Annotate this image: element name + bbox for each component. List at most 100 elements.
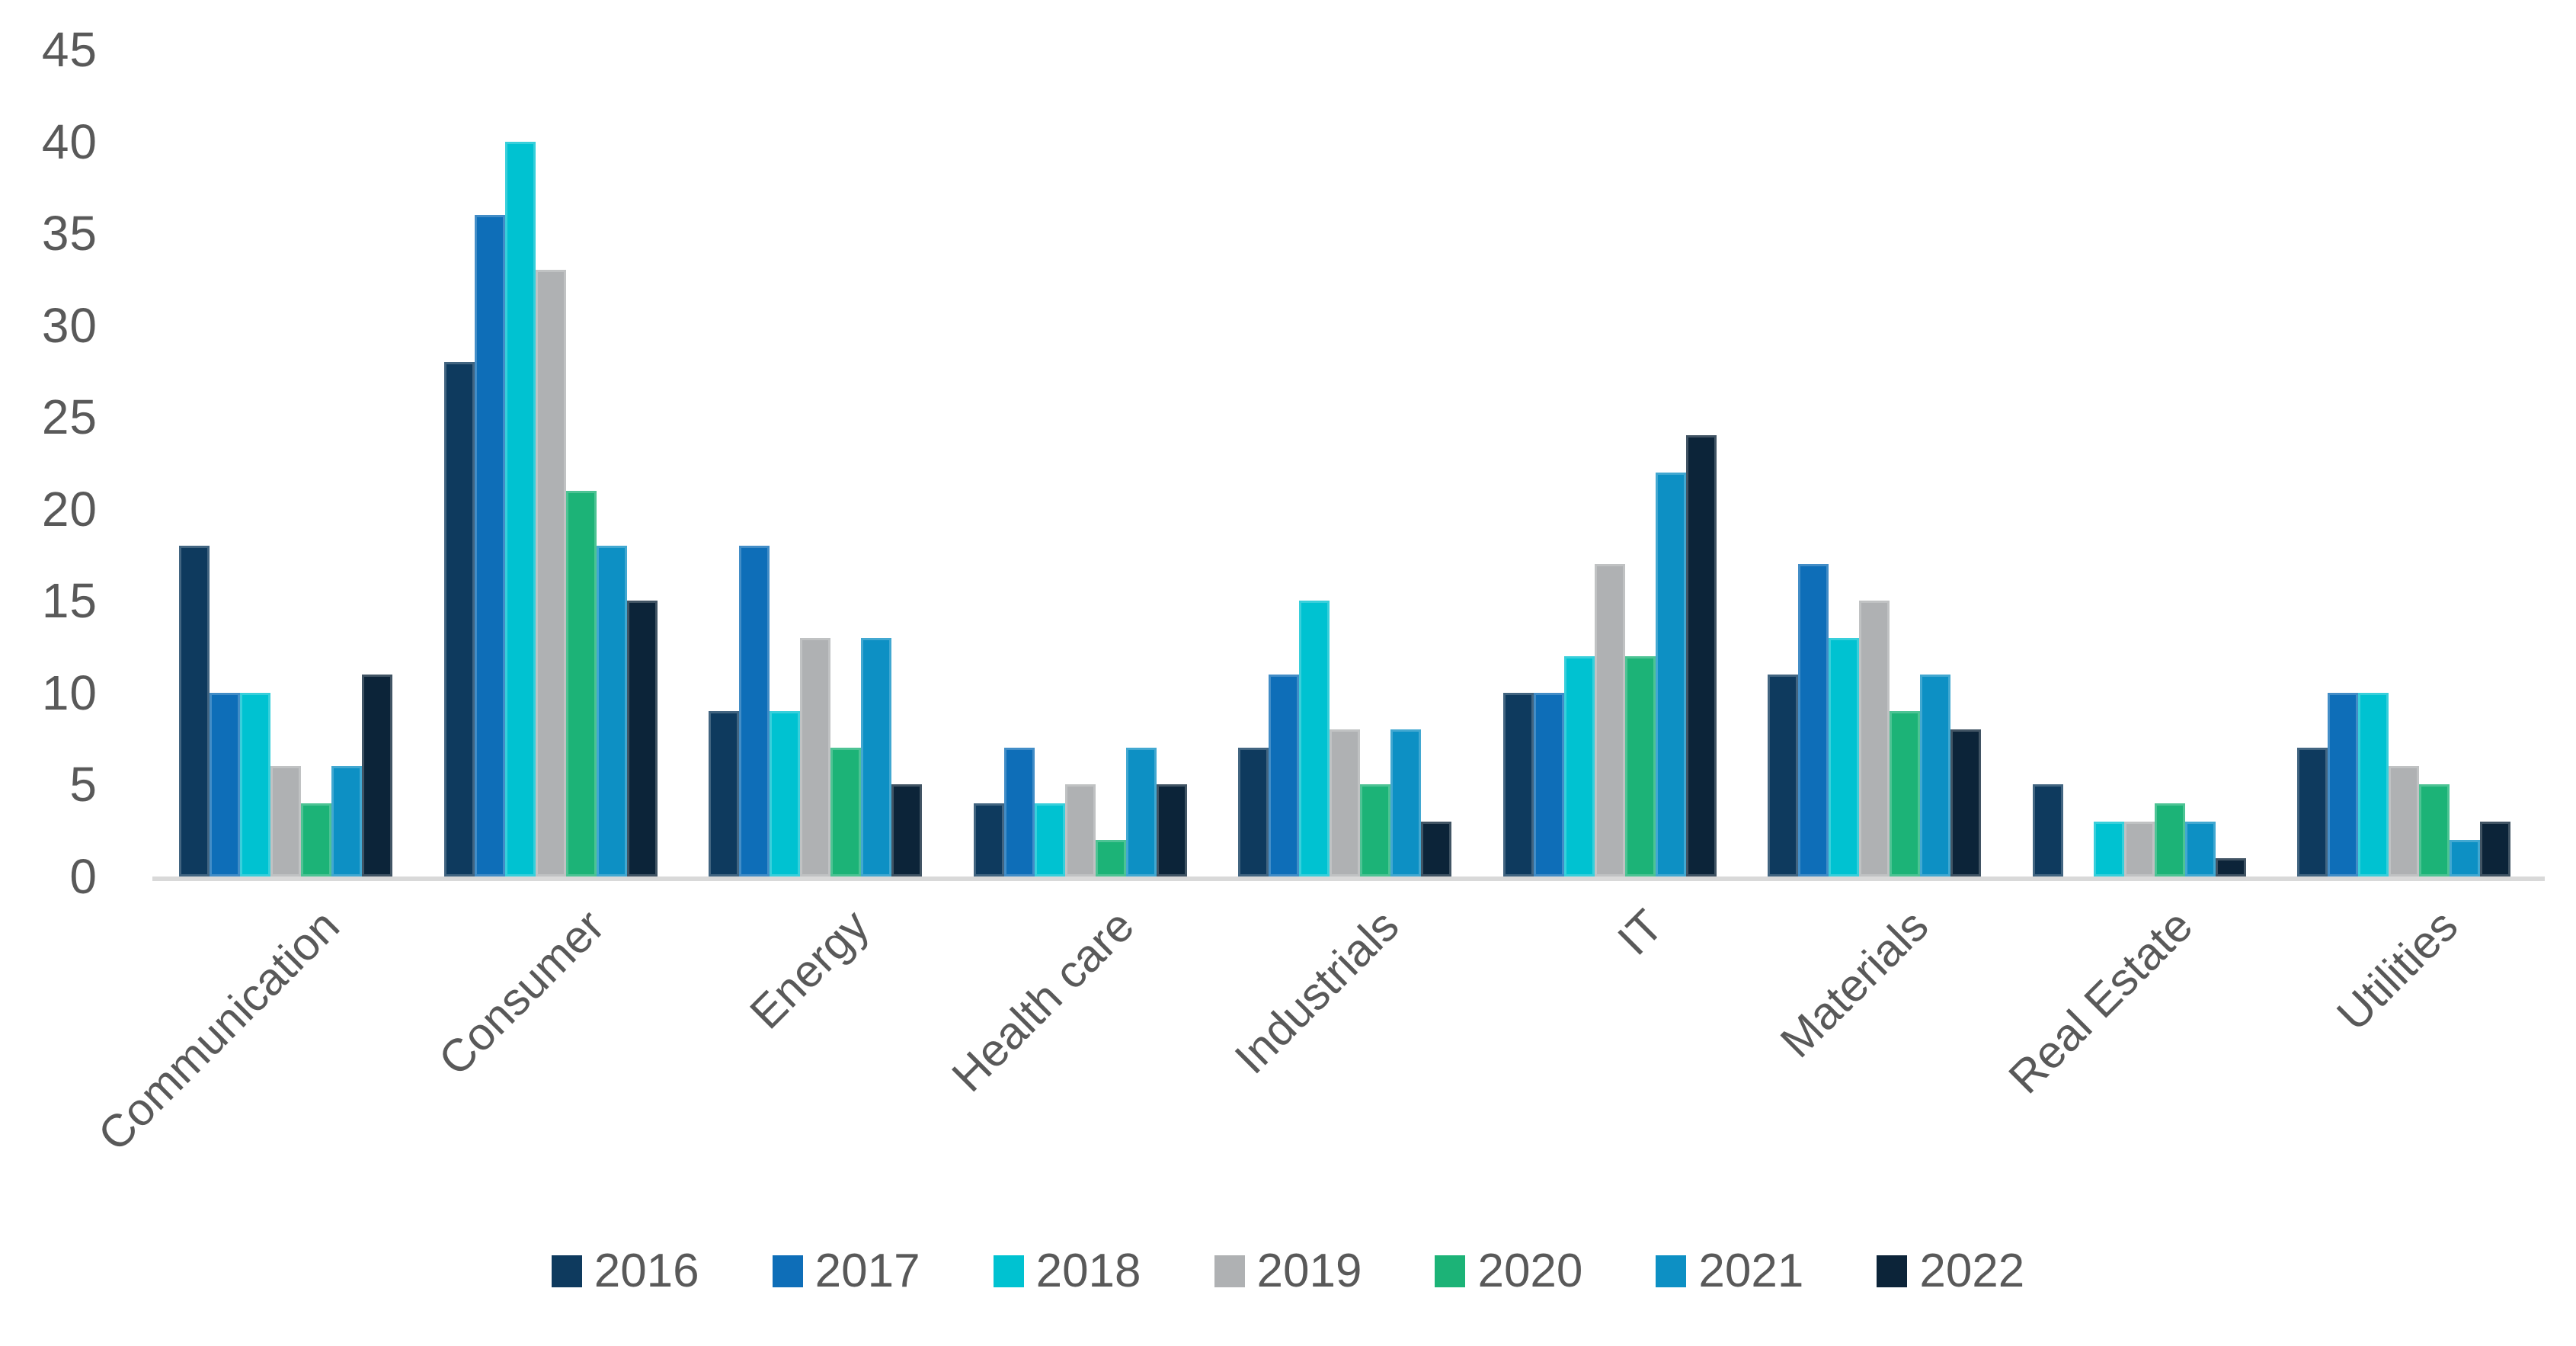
bar-2016 xyxy=(709,711,739,877)
bar-group-materials xyxy=(1768,50,1981,877)
bar-2018 xyxy=(504,142,536,877)
bar-2021 xyxy=(2450,840,2480,877)
legend-item-2016: 2016 xyxy=(551,1244,699,1298)
bar-2017 xyxy=(474,215,505,877)
bar-2017 xyxy=(210,693,240,877)
bar-2021 xyxy=(1390,729,1421,877)
bar-2018 xyxy=(770,711,800,877)
bar-2018 xyxy=(2093,822,2124,877)
bar-2017 xyxy=(2328,693,2358,877)
bar-2018 xyxy=(1299,601,1330,877)
bar-2021 xyxy=(331,766,362,877)
bar-2022 xyxy=(1421,822,1451,877)
bar-2019 xyxy=(1594,564,1625,877)
bar-2018 xyxy=(1563,656,1595,877)
y-tick-label: 10 xyxy=(41,665,98,720)
bar-2016 xyxy=(2032,784,2063,877)
bar-2019 xyxy=(270,766,301,877)
bar-2019 xyxy=(2389,766,2419,877)
bar-2020 xyxy=(301,803,331,877)
bar-group-real-estate xyxy=(2032,50,2246,877)
bar-2022 xyxy=(1685,435,1717,877)
x-axis-line xyxy=(152,877,2545,881)
bar-2016 xyxy=(1768,675,1798,877)
bar-2017 xyxy=(1003,748,1035,877)
bar-2019 xyxy=(2123,822,2155,877)
bar-2020 xyxy=(830,748,861,877)
bar-group-energy xyxy=(709,50,922,877)
bar-2019 xyxy=(1064,784,1096,877)
bar-2019 xyxy=(1330,729,1360,877)
y-tick-label: 15 xyxy=(41,573,98,629)
bar-group-industrials xyxy=(1238,50,1451,877)
bar-2022 xyxy=(891,784,922,877)
bar-2019 xyxy=(535,270,566,877)
legend-swatch-2019 xyxy=(1214,1255,1245,1287)
legend-item-2019: 2019 xyxy=(1214,1244,1362,1298)
bar-2020 xyxy=(1360,784,1390,877)
bar-2017 xyxy=(1533,693,1564,877)
bar-2020 xyxy=(1095,840,1126,877)
bar-group-it xyxy=(1502,50,1717,877)
bar-2016 xyxy=(2297,748,2328,877)
legend-swatch-2020 xyxy=(1435,1255,1466,1287)
legend-item-2022: 2022 xyxy=(1877,1244,2024,1298)
bar-2016 xyxy=(179,546,210,877)
legend-item-2021: 2021 xyxy=(1656,1244,1803,1298)
x-axis-label-it: IT xyxy=(1608,899,1673,965)
bar-2016 xyxy=(443,362,475,877)
legend-swatch-2018 xyxy=(993,1255,1024,1287)
bar-2016 xyxy=(973,803,1004,877)
y-tick-label: 25 xyxy=(41,389,98,445)
bar-2022 xyxy=(2480,822,2510,877)
bar-2020 xyxy=(1624,656,1656,877)
y-tick-label: 20 xyxy=(41,481,98,537)
legend-label-2018: 2018 xyxy=(1035,1245,1141,1297)
legend-label-2019: 2019 xyxy=(1256,1245,1362,1297)
bar-2020 xyxy=(1890,711,1920,877)
legend-label-2022: 2022 xyxy=(1919,1245,2025,1297)
legend-swatch-2016 xyxy=(551,1255,582,1287)
bar-group-health-care xyxy=(973,50,1187,877)
legend-item-2017: 2017 xyxy=(772,1244,920,1298)
bar-2018 xyxy=(2358,693,2389,877)
bar-2016 xyxy=(1502,693,1534,877)
legend-swatch-2022 xyxy=(1877,1255,1908,1287)
x-axis-label-health-care: Health care xyxy=(942,899,1144,1102)
bar-2016 xyxy=(1238,748,1269,877)
y-tick-label: 40 xyxy=(41,114,98,169)
x-axis-label-consumer: Consumer xyxy=(428,899,614,1085)
bar-2022 xyxy=(362,675,392,877)
bar-2022 xyxy=(626,601,658,877)
y-tick-label: 5 xyxy=(69,757,98,812)
x-axis-label-communication: Communication xyxy=(88,899,350,1161)
y-tick-label: 45 xyxy=(41,22,98,77)
bar-2020 xyxy=(2419,784,2450,877)
legend-swatch-2017 xyxy=(772,1255,803,1287)
legend-item-2020: 2020 xyxy=(1435,1244,1582,1298)
bar-2022 xyxy=(2215,858,2246,877)
bar-2018 xyxy=(240,693,270,877)
legend-label-2021: 2021 xyxy=(1698,1245,1804,1297)
x-axis-label-materials: Materials xyxy=(1770,899,1938,1068)
legend-label-2016: 2016 xyxy=(594,1245,699,1297)
bar-2022 xyxy=(1950,729,1981,877)
y-tick-label: 0 xyxy=(69,849,98,904)
legend: 2016 2017 2018 2019 2020 2021 2022 xyxy=(0,1244,2576,1298)
bar-2021 xyxy=(596,546,627,877)
bar-2020 xyxy=(565,491,597,877)
bar-2018 xyxy=(1829,638,1859,877)
bar-2021 xyxy=(1920,675,1950,877)
y-tick-label: 30 xyxy=(41,297,98,353)
bar-2021 xyxy=(2184,822,2216,877)
bar-group-consumer xyxy=(443,50,658,877)
y-tick-label: 35 xyxy=(41,206,98,261)
legend-swatch-2021 xyxy=(1656,1255,1687,1287)
bar-2019 xyxy=(1859,601,1890,877)
x-axis-label-real-estate: Real Estate xyxy=(1998,899,2203,1104)
bar-2021 xyxy=(1655,473,1686,877)
bar-2019 xyxy=(800,638,830,877)
bar-2020 xyxy=(2154,803,2185,877)
bar-2018 xyxy=(1034,803,1065,877)
bar-2021 xyxy=(861,638,891,877)
